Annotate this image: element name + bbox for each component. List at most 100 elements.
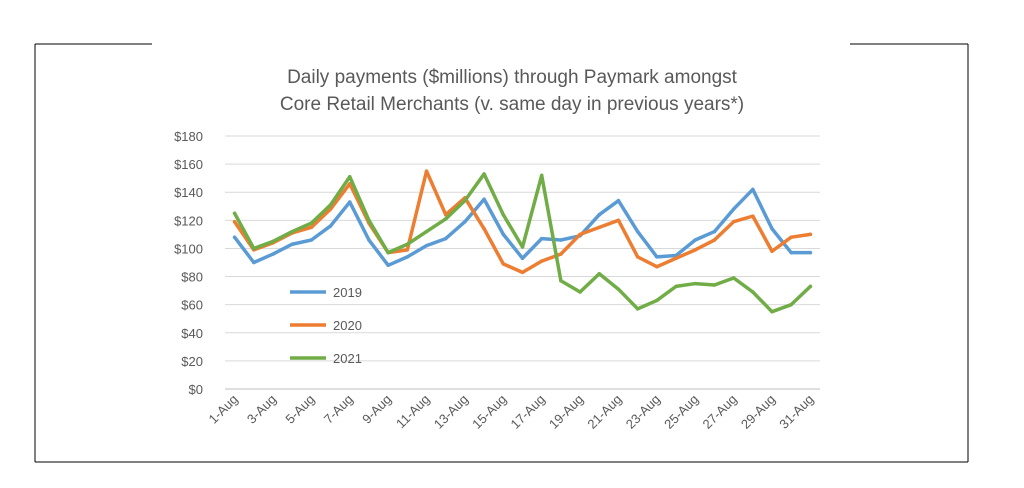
data-point-2021 (463, 198, 467, 203)
x-tick-label: 1-Aug (206, 392, 241, 427)
data-point-2019 (482, 197, 486, 201)
data-point-2019 (770, 227, 774, 231)
data-point-2020 (482, 227, 486, 231)
data-point-2019 (635, 229, 640, 234)
x-tick-label: 21-Aug (584, 392, 624, 432)
data-point-2019 (520, 256, 525, 261)
legend-item-2019: 2019 (290, 285, 362, 300)
data-point-2020 (405, 248, 410, 252)
data-point-2021 (789, 302, 793, 307)
data-point-2021 (578, 290, 582, 294)
x-tick-label: 17-Aug (508, 392, 548, 432)
data-point-2019 (731, 207, 736, 211)
data-point-2019 (328, 224, 333, 228)
data-point-2020 (674, 256, 678, 261)
chart-border (34, 43, 969, 463)
data-point-2021 (674, 284, 678, 289)
data-point-2021 (751, 290, 755, 294)
data-point-2020 (309, 225, 314, 230)
data-point-2021 (655, 298, 659, 303)
data-point-2021 (520, 245, 525, 249)
y-tick-label: $100 (174, 241, 203, 256)
data-point-2019 (443, 236, 448, 241)
legend: 2019 2020 2021 (290, 285, 362, 366)
gridlines (225, 135, 820, 390)
data-point-2021 (328, 203, 333, 207)
x-axis-tick-labels: 1-Aug 3-Aug 5-Aug 7-Aug 9-Aug11-Aug13-Aug15-… (206, 392, 817, 432)
legend-label: 2021 (333, 351, 362, 366)
x-tick-label: 29-Aug (738, 392, 778, 432)
data-point-2019 (252, 260, 256, 265)
y-tick-label: $40 (181, 326, 203, 341)
data-point-2019 (751, 187, 755, 192)
data-point-2019 (789, 250, 793, 255)
data-point-2019 (367, 238, 371, 242)
data-point-2019 (463, 219, 467, 224)
x-tick-label: 13-Aug (431, 392, 471, 432)
legend-item-2021: 2021 (290, 351, 362, 366)
data-point-2021 (232, 211, 237, 216)
x-tick-label: 15-Aug (469, 392, 509, 432)
data-point-2021 (559, 279, 563, 283)
x-tick-label: 11-Aug (393, 392, 433, 432)
x-tick-label: 5-Aug (282, 392, 317, 427)
data-point-2020 (424, 169, 429, 173)
data-point-2021 (367, 218, 371, 223)
data-point-2020 (443, 212, 448, 217)
data-point-2020 (578, 232, 582, 237)
data-point-2021 (348, 175, 352, 179)
data-point-2019 (424, 243, 429, 248)
data-point-2021 (635, 307, 640, 311)
data-point-2019 (712, 229, 717, 234)
data-point-2020 (808, 232, 813, 237)
series-2021 (232, 172, 813, 314)
x-tick-label: 27-Aug (700, 392, 740, 432)
data-point-2019 (309, 238, 314, 242)
data-point-2021 (597, 271, 602, 276)
data-point-2019 (501, 232, 506, 237)
data-point-2019 (808, 250, 813, 255)
y-tick-label: $140 (174, 185, 203, 200)
data-point-2019 (655, 255, 659, 259)
data-point-2019 (597, 212, 602, 217)
y-tick-label: $120 (174, 213, 203, 228)
legend-label: 2019 (333, 285, 362, 300)
series-line-2019 (232, 187, 813, 268)
data-point-2021 (539, 173, 544, 178)
y-tick-label: $20 (181, 354, 203, 369)
legend-item-2020: 2020 (290, 318, 362, 333)
data-point-2021 (808, 284, 813, 289)
data-point-2021 (712, 283, 717, 287)
data-point-2019 (405, 255, 410, 259)
series-lines (232, 169, 813, 314)
data-point-2019 (271, 252, 275, 256)
chart-title-line-2: Core Retail Merchants (v. same day in pr… (280, 94, 744, 115)
data-point-2020 (770, 249, 774, 254)
data-point-2021 (443, 217, 448, 221)
y-axis-tick-labels: $0 $20 $40 $60 $80 $100 $120 $140 $160 $180 (174, 129, 203, 397)
data-point-2021 (405, 242, 410, 246)
x-tick-label: 7-Aug (321, 392, 356, 427)
x-tick-label: 25-Aug (661, 392, 701, 432)
data-point-2021 (770, 309, 774, 314)
data-point-2019 (539, 236, 544, 241)
data-point-2020 (731, 219, 736, 224)
data-point-2021 (731, 276, 736, 280)
data-point-2020 (789, 235, 793, 239)
data-point-2020 (712, 238, 717, 242)
data-point-2021 (252, 246, 256, 251)
data-point-2021 (616, 287, 621, 291)
data-point-2021 (482, 172, 486, 176)
data-point-2021 (501, 212, 506, 217)
data-point-2021 (693, 281, 697, 286)
data-point-2019 (386, 263, 390, 268)
y-tick-label: $80 (181, 270, 203, 285)
data-point-2020 (616, 218, 621, 223)
data-point-2019 (559, 238, 563, 242)
data-point-2020 (559, 252, 563, 256)
data-point-2021 (424, 229, 429, 234)
x-tick-label: 9-Aug (359, 392, 394, 427)
data-point-2020 (501, 262, 506, 266)
x-tick-label: 23-Aug (623, 392, 663, 432)
